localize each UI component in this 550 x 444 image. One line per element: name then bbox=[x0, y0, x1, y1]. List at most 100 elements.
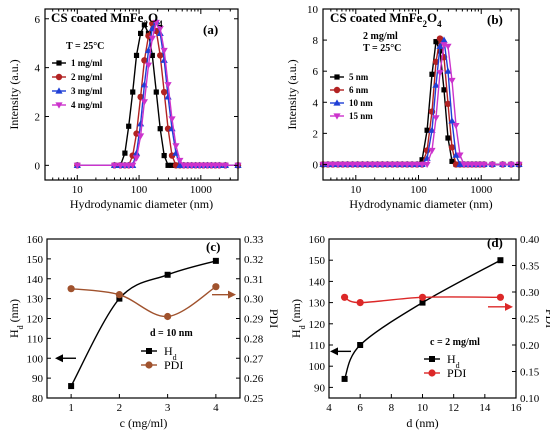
y-tick-label: 6 bbox=[35, 14, 41, 26]
x-tick-label: 16 bbox=[511, 402, 523, 414]
data-point bbox=[449, 158, 455, 164]
data-point bbox=[419, 157, 425, 163]
data-point bbox=[398, 161, 406, 169]
legend-entry-label-main: H bbox=[447, 352, 456, 366]
data-point bbox=[212, 257, 219, 264]
data-point bbox=[496, 293, 505, 301]
data-point bbox=[441, 87, 447, 93]
y-tick-label: 130 bbox=[309, 298, 326, 310]
data-point bbox=[172, 143, 180, 150]
data-point bbox=[148, 35, 156, 42]
x-tick-label: 3 bbox=[165, 402, 171, 414]
data-point bbox=[418, 293, 427, 301]
chart-title: CS coated MnFe2O4 bbox=[51, 10, 163, 29]
data-point bbox=[436, 70, 444, 77]
series-15-nm bbox=[319, 42, 523, 169]
x-axis-label: Hydrodynamic diameter (nm) bbox=[70, 197, 213, 211]
data-point bbox=[444, 100, 452, 108]
data-point bbox=[418, 161, 426, 169]
series-hd bbox=[341, 257, 504, 382]
data-point bbox=[429, 71, 435, 77]
x-tick-label: 12 bbox=[448, 402, 459, 414]
x-tick-label: 6 bbox=[357, 402, 363, 414]
y2-tick-label: 0.30 bbox=[244, 294, 264, 306]
y-tick-label: 8 bbox=[313, 35, 319, 47]
data-point bbox=[339, 161, 347, 169]
y-tick-label: 4 bbox=[313, 97, 319, 109]
annotation: 2 mg/ml bbox=[363, 31, 398, 42]
y-tick-label: 2 bbox=[35, 111, 41, 123]
data-point bbox=[140, 99, 148, 106]
legend-marker bbox=[428, 369, 436, 377]
y2-tick-label: 0.28 bbox=[244, 333, 264, 345]
legend-entry-label-main: H bbox=[164, 344, 173, 358]
x-tick-label: 1 bbox=[68, 402, 74, 414]
y-axis-label: Intensity (a.u.) bbox=[285, 59, 299, 129]
data-point bbox=[161, 152, 167, 159]
y-tick-label: 90 bbox=[32, 373, 44, 385]
x-tick-label: 100 bbox=[410, 184, 427, 196]
series-line bbox=[344, 296, 501, 304]
panel-letter: (a) bbox=[203, 22, 218, 37]
x-axis-label: Hydrodynamic diameter (nm) bbox=[349, 197, 492, 211]
data-point bbox=[378, 161, 387, 169]
y-tick-label: 90 bbox=[314, 382, 326, 394]
data-point bbox=[424, 127, 430, 133]
right-axis-arrowhead bbox=[505, 302, 513, 311]
y-tick-label: 150 bbox=[27, 254, 44, 266]
legend-marker bbox=[55, 102, 63, 109]
data-point bbox=[456, 152, 464, 159]
data-point bbox=[448, 77, 456, 85]
data-point bbox=[215, 162, 223, 169]
x-tick-label: 100 bbox=[131, 184, 148, 196]
y2-tick-label: 0.25 bbox=[244, 393, 264, 405]
chart-title-part: CS coated MnFe bbox=[330, 10, 423, 25]
legend-marker bbox=[56, 60, 62, 66]
legend-marker bbox=[333, 113, 341, 120]
data-point bbox=[432, 81, 440, 88]
data-point bbox=[156, 29, 164, 37]
chart-title-part: O bbox=[148, 10, 158, 25]
plot-frame bbox=[44, 8, 239, 181]
x-tick-label: 4 bbox=[213, 402, 219, 414]
y-tick-label: 120 bbox=[27, 314, 44, 326]
y-axis-label-rest: (nm) bbox=[289, 299, 303, 325]
y-tick-label: 100 bbox=[27, 353, 44, 365]
data-point bbox=[116, 295, 123, 302]
series-pdi bbox=[67, 283, 220, 321]
data-point bbox=[212, 283, 220, 291]
data-point bbox=[341, 375, 348, 382]
data-point bbox=[393, 161, 401, 169]
plot-frame bbox=[328, 238, 517, 399]
legend-marker bbox=[55, 87, 63, 94]
data-point bbox=[164, 82, 172, 89]
y-tick-label: 140 bbox=[27, 274, 44, 286]
legend-marker bbox=[333, 86, 341, 94]
y-tick-label: 110 bbox=[27, 333, 44, 345]
panel-letter: (b) bbox=[487, 12, 503, 27]
chart-title-part: 2 bbox=[422, 19, 427, 29]
data-point bbox=[329, 161, 337, 169]
panel-letter: (d) bbox=[487, 235, 503, 250]
data-point bbox=[448, 144, 456, 151]
data-point bbox=[480, 161, 488, 169]
data-point bbox=[452, 151, 460, 158]
panel-letter: (c) bbox=[206, 239, 220, 254]
y2-axis-label: PDI bbox=[267, 309, 281, 328]
legend-entry-label: 10 nm bbox=[349, 98, 373, 108]
data-point bbox=[169, 162, 175, 168]
data-point bbox=[354, 161, 362, 169]
plot-frame bbox=[322, 8, 520, 181]
x-tick-label: 10 bbox=[350, 184, 362, 196]
legend-marker bbox=[333, 99, 341, 106]
panel-c: 80 90 100 110 120 130 140 150 160 0.25 0.26 0.27 0.2… bbox=[7, 234, 281, 430]
y-tick-label: 0 bbox=[35, 160, 41, 172]
data-point bbox=[356, 299, 364, 307]
data-point bbox=[73, 162, 81, 169]
data-point bbox=[497, 257, 504, 264]
y2-tick-label: 0.33 bbox=[244, 234, 264, 246]
y2-tick-label: 0.31 bbox=[244, 274, 263, 286]
